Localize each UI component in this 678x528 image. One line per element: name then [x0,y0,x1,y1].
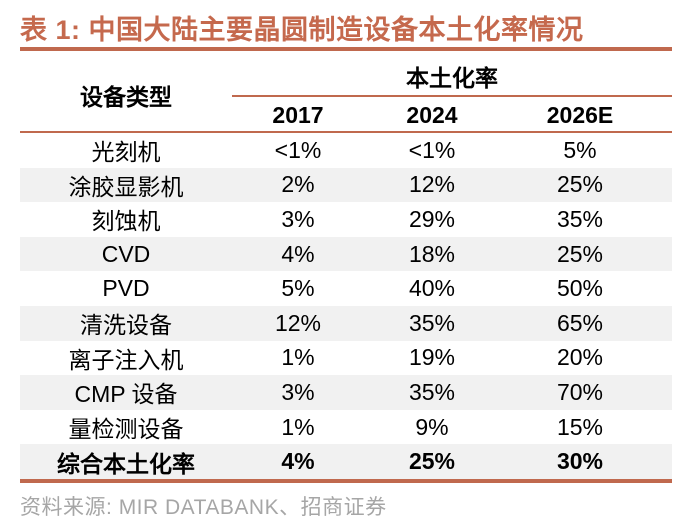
row-value: 15% [556,413,604,440]
row-value: 65% [556,309,604,336]
row-label: 清洗设备 [80,312,172,339]
row-value: 12% [408,171,456,198]
row-value: 5% [563,136,597,163]
row-label: 综合本土化率 [57,450,195,477]
row-value: 2% [281,171,315,198]
row-label: CVD [101,240,151,267]
table-row: CMP 设备 3% 35% 70% [20,375,672,410]
table-bottom-rule [20,478,672,483]
row-value: 12% [274,309,322,336]
row-value: 70% [556,378,604,405]
row-value: 4% [281,240,315,267]
row-value: <1% [274,136,322,163]
header-device-type: 设备类型 [80,84,172,110]
row-value: 5% [281,275,315,302]
table-row: 刻蚀机 3% 29% 35% [20,202,672,237]
row-value: 25% [408,448,456,475]
table-row: CVD 4% 18% 25% [20,236,672,272]
row-value: 1% [281,413,315,440]
row-value: 35% [556,205,604,232]
row-value: 35% [408,309,456,336]
row-value: 3% [281,378,315,405]
table-row: 综合本土化率 4% 25% 30% [20,444,672,479]
table-row: 清洗设备 12% 35% 65% [20,305,672,341]
row-value: 3% [281,205,315,232]
row-value: 25% [556,171,604,198]
source-text: MIR DATABANK、招商证券 [118,496,387,519]
row-value: 18% [408,240,456,267]
row-value: 9% [415,413,449,440]
row-label: 量检测设备 [68,416,184,443]
table-row: 量检测设备 1% 9% 15% [20,410,672,445]
row-value: 40% [408,275,456,302]
row-value: 1% [281,344,315,371]
source-label: 资料来源: [20,496,113,519]
row-value: <1% [408,136,456,163]
row-value: 30% [556,448,604,475]
title-underline [20,47,672,51]
row-value: 20% [556,344,604,371]
table-row: 光刻机 <1% <1% 5% [20,133,672,168]
header-bottom-rule [20,131,672,133]
row-value: 25% [556,240,604,267]
row-label: 刻蚀机 [91,208,161,235]
row-value: 19% [408,344,456,371]
table-header: 设备类型 本土化率 2017 2024 2026E [20,57,672,133]
row-value: 4% [281,448,315,475]
row-label: CMP 设备 [74,381,178,408]
table-row: 离子注入机 1% 19% 20% [20,341,672,376]
table-row: PVD 5% 40% 50% [20,271,672,306]
row-label: 离子注入机 [68,346,184,373]
source-note: 资料来源: MIR DATABANK、招商证券 [20,491,387,521]
row-value: 29% [408,205,456,232]
table-title: 表 1: 中国大陆主要晶圆制造设备本土化率情况 [20,15,584,45]
row-label: 光刻机 [91,139,161,166]
header-years-row: 2017 2024 2026E [232,97,672,133]
table-row: 涂胶显影机 2% 12% 25% [20,167,672,203]
header-year-2026e: 2026E [546,101,614,128]
table-body: 光刻机 <1% <1% 5% 涂胶显影机 2% 12% 25% 刻蚀机 3% 2… [20,133,672,479]
header-year-2024: 2024 [406,101,458,128]
row-value: 35% [408,378,456,405]
localization-rate-table: 设备类型 本土化率 2017 2024 2026E 光刻机 <1% <1% 5%… [20,57,672,483]
row-label: 涂胶显影机 [68,173,184,200]
row-label: PVD [102,275,150,302]
header-year-2017: 2017 [272,101,324,128]
row-value: 50% [556,275,604,302]
header-group-localization-rate: 本土化率 [232,59,672,97]
